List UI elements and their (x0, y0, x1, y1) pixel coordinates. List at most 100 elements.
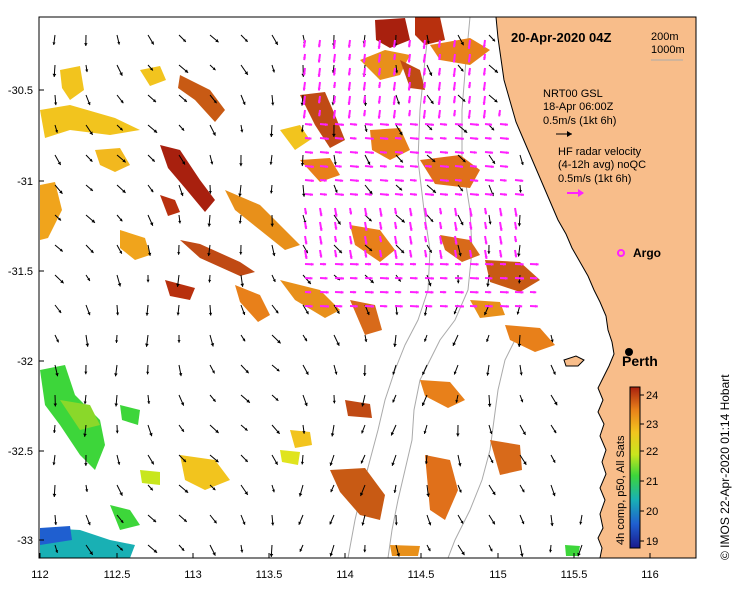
gsl-arrow (302, 364, 309, 375)
gsl-velocity-arrows (52, 34, 583, 557)
hf-arrow (409, 235, 413, 245)
gsl-arrow (488, 124, 495, 131)
hf-arrow (364, 235, 368, 245)
gsl-arrow (550, 364, 556, 375)
hf-arrow (422, 95, 426, 104)
hf-arrow (499, 137, 509, 141)
hf-scale-arrow (567, 189, 584, 197)
hf-arrow (379, 150, 387, 154)
hf-arrow (334, 123, 345, 127)
hf-arrow (499, 235, 503, 245)
hf-arrow (454, 304, 465, 308)
hf-arrow (452, 109, 457, 117)
hf-arrow (362, 39, 366, 48)
hf-arrow (348, 53, 352, 61)
hf-arrow (349, 290, 357, 294)
gsl-arrow (333, 334, 340, 347)
hf-arrow (439, 192, 449, 197)
hf-arrow (514, 276, 525, 280)
gsl-arrow (54, 244, 64, 252)
hf-arrow (392, 39, 396, 48)
gsl-arrow (209, 394, 216, 403)
gsl-arrow (240, 544, 244, 553)
y-tick-label: -31.5 (8, 266, 33, 278)
gsl-arrow (116, 484, 123, 496)
gsl-arrow (116, 274, 122, 287)
gsl-arrow (488, 454, 494, 464)
gsl-arrow (147, 484, 154, 491)
gsl-arrow (363, 364, 367, 377)
gsl-arrow (54, 124, 59, 133)
hf-arrow (424, 276, 435, 280)
hf-arrow (304, 122, 313, 126)
gsl-arrow (177, 244, 181, 255)
gsl-arrow (517, 334, 522, 347)
hf-arrow (407, 39, 411, 48)
hf-arrow (484, 290, 492, 294)
hf-arrow (319, 249, 323, 258)
gsl-arrow (85, 514, 91, 526)
hf-arrow (364, 221, 368, 232)
gsl-arrow (116, 454, 121, 465)
gsl-arrow (271, 94, 275, 106)
hf-arrow (424, 290, 434, 294)
hf-arrow (438, 53, 442, 61)
gsl-arrow (550, 514, 554, 527)
gsl-arrow (333, 364, 338, 375)
hf-arrow (452, 81, 456, 91)
gsl-arrow (271, 364, 280, 372)
x-tick-label: 116 (641, 569, 659, 581)
gsl-arrow (488, 94, 498, 103)
hf-arrow (409, 178, 417, 182)
hf-arrow (302, 109, 306, 119)
gsl-arrow (519, 424, 526, 436)
gsl-arrow (209, 514, 218, 524)
hf-arrow (407, 67, 411, 78)
colorbar-tick-label: 22 (646, 446, 658, 458)
gsl-arrow (364, 334, 368, 343)
hf-arrow (439, 304, 448, 308)
hf-arrow (304, 136, 312, 140)
hf-arrow (319, 151, 329, 155)
hf-arrow (349, 193, 359, 197)
gsl-arrow (395, 124, 403, 136)
hf-arrow (409, 276, 418, 280)
hf-arrow (409, 249, 413, 258)
gsl-arrow (271, 274, 276, 283)
gsl-arrow (52, 34, 56, 46)
hf-arrow (332, 109, 336, 119)
hf-arrow (424, 304, 433, 308)
hf-arrow (379, 262, 389, 266)
gsl-arrow (178, 394, 185, 406)
gsl-arrow (269, 124, 274, 137)
hf-arrow (304, 207, 308, 215)
gsl-arrow (209, 364, 215, 374)
gsl-arrow (147, 184, 154, 193)
gsl-arrow (393, 334, 397, 347)
hf-arrow (394, 193, 404, 197)
gsl-arrow (85, 274, 91, 282)
hf-arrow (452, 95, 456, 104)
hf-arrow (362, 95, 366, 104)
gsl-arrow (85, 94, 91, 106)
gsl-arrow (332, 394, 336, 404)
hf-arrow (454, 221, 458, 232)
hf-arrow (392, 109, 396, 119)
hf-arrow (347, 109, 351, 119)
gsl-arrow (330, 484, 335, 493)
gsl-arrow (519, 514, 525, 525)
hf-arrow (484, 165, 494, 169)
gsl-arrow (147, 244, 152, 256)
hf-arrow (454, 249, 458, 258)
hf-arrow (499, 192, 508, 196)
gsl-label-line3: 0.5m/s (1kt 6h) (543, 115, 616, 127)
hf-arrow (484, 304, 493, 308)
colorbar-tick-label: 19 (646, 536, 658, 548)
gsl-arrow (209, 154, 214, 165)
hf-arrow (409, 207, 413, 217)
hf-arrow (514, 221, 518, 230)
gsl-arrow (271, 34, 279, 46)
hf-arrow (334, 221, 338, 230)
hf-arrow (364, 207, 368, 217)
gsl-arrow (238, 184, 242, 197)
